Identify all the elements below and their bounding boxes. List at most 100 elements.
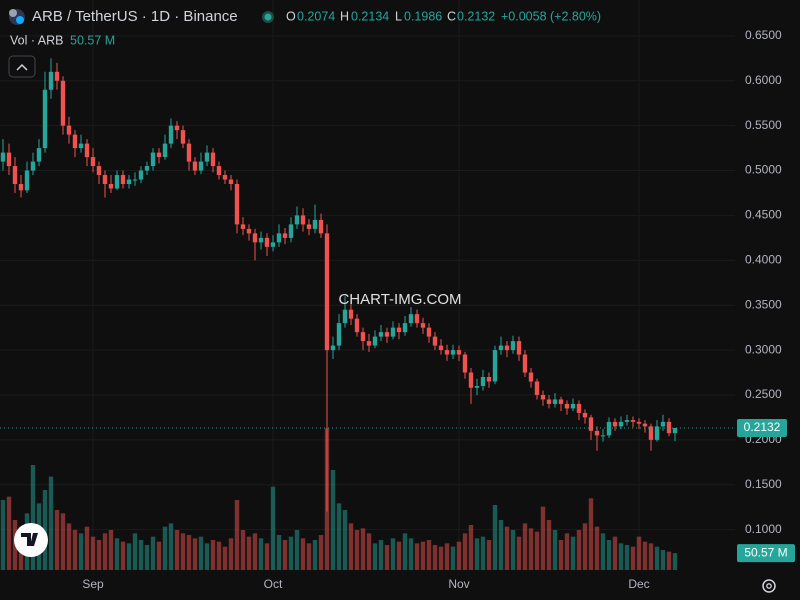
volume-bar — [390, 538, 396, 570]
volume-badge-label: 50.57 M — [744, 545, 787, 559]
collapse-button[interactable] — [8, 55, 36, 78]
volume-bar — [288, 536, 294, 570]
volume-bar — [0, 500, 6, 570]
candle-body — [636, 421, 642, 424]
candle-body — [570, 403, 576, 409]
volume-bar — [534, 531, 540, 570]
candle-body — [90, 157, 96, 167]
volume-bar — [90, 536, 96, 570]
volume-bar — [660, 550, 666, 570]
candle-body — [468, 372, 474, 388]
volume-bar — [432, 545, 438, 570]
volume-bar — [42, 490, 48, 570]
volume-bar — [132, 533, 138, 570]
candle-body — [240, 224, 246, 229]
candle-body — [246, 228, 252, 234]
volume-bar — [318, 535, 324, 570]
symbol-title: ARB / TetherUS · 1D · Binance — [32, 8, 238, 25]
volume-bar — [528, 528, 534, 570]
candle-body — [54, 71, 60, 81]
volume-bar — [150, 536, 156, 570]
volume-bar — [666, 551, 672, 570]
volume-bar — [648, 543, 654, 570]
volume-bar — [588, 498, 594, 570]
candle-body — [492, 350, 498, 382]
candle-body — [198, 161, 204, 171]
candle-body — [426, 327, 432, 337]
volume-bar — [582, 523, 588, 570]
volume-bar — [282, 540, 288, 570]
candle-body — [300, 215, 306, 225]
ohlc-value: 0.2134 — [351, 9, 389, 23]
volume-bar — [516, 536, 522, 570]
candle-body — [516, 341, 522, 355]
candle-body — [270, 242, 276, 247]
volume-bar — [576, 530, 582, 570]
candle-body — [48, 71, 54, 90]
x-tick-label: Oct — [264, 577, 283, 591]
candle-body — [174, 125, 180, 131]
candle-body — [78, 143, 84, 149]
volume-bar — [486, 540, 492, 570]
candle-body — [378, 332, 384, 337]
candle-body — [672, 427, 678, 434]
volume-bar — [138, 540, 144, 570]
candle-body — [258, 237, 264, 243]
volume-bar — [222, 546, 228, 570]
volume-bar — [606, 540, 612, 570]
settings-icon[interactable] — [762, 579, 776, 593]
volume-bar — [372, 543, 378, 570]
ohlc-label: H — [340, 9, 349, 23]
volume-bar — [330, 470, 336, 570]
candle-body — [36, 148, 42, 162]
volume-bar — [498, 520, 504, 570]
candle-body — [588, 417, 594, 431]
candle-body — [120, 175, 126, 185]
candle-body — [126, 179, 132, 185]
candle-body — [504, 345, 510, 351]
volume-bar — [600, 533, 606, 570]
volume-bar — [642, 541, 648, 570]
y-tick-label: 0.1500 — [745, 477, 782, 491]
candle-body — [156, 152, 162, 158]
volume-bar — [522, 523, 528, 570]
volume-bar — [480, 536, 486, 570]
volume-bar — [348, 523, 354, 570]
candle-body — [396, 327, 402, 333]
y-tick-label: 0.4500 — [745, 208, 782, 222]
candle-body — [606, 421, 612, 436]
candle-body — [624, 420, 630, 422]
candle-body — [534, 381, 540, 395]
candle-body — [480, 377, 486, 386]
volume-bar — [552, 530, 558, 570]
candle-body — [0, 152, 6, 162]
candle-body — [72, 134, 78, 149]
tradingview-logo[interactable] — [14, 523, 48, 557]
price-badge-label: 0.2132 — [744, 420, 781, 434]
candle-body — [444, 350, 450, 355]
candle-body — [168, 125, 174, 144]
candle-body — [228, 179, 234, 185]
candle-body — [462, 354, 468, 373]
volume-bar — [252, 533, 258, 570]
candle-body — [546, 399, 552, 404]
y-tick-label: 0.4000 — [745, 252, 782, 266]
candle-body — [264, 237, 270, 247]
volume-badge — [737, 544, 795, 563]
candle-body — [84, 143, 90, 158]
volume-title: Vol · ARB — [10, 33, 64, 47]
ohlc-label: L — [395, 9, 402, 23]
y-tick-label: 0.6000 — [745, 73, 782, 87]
volume-bar — [54, 510, 60, 570]
volume-bar — [408, 538, 414, 570]
y-tick-label: 0.3500 — [745, 297, 782, 311]
volume-bar — [438, 546, 444, 570]
candle-body — [336, 323, 342, 346]
volume-bar — [210, 540, 216, 570]
volume-bar — [414, 543, 420, 570]
ohlc-value: 0.1986 — [404, 9, 442, 23]
volume-bar — [444, 543, 450, 570]
candle-body — [306, 224, 312, 229]
volume-bar — [6, 496, 12, 570]
